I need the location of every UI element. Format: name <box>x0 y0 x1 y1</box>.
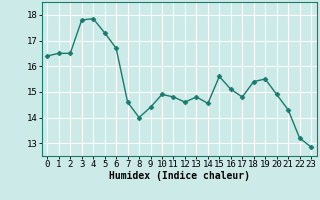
X-axis label: Humidex (Indice chaleur): Humidex (Indice chaleur) <box>109 171 250 181</box>
